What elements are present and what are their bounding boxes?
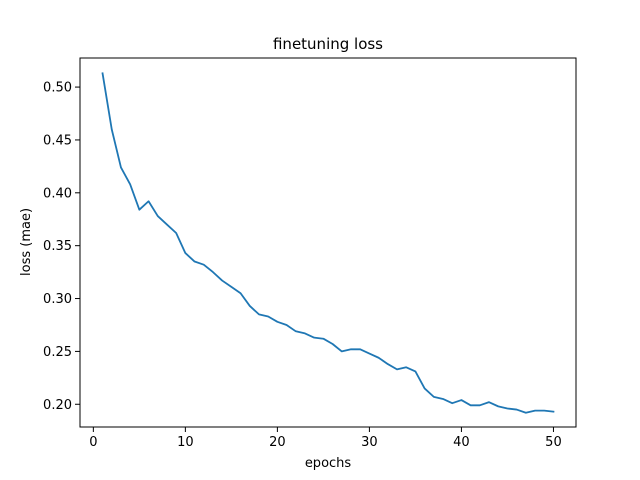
chart-title: finetuning loss — [273, 35, 383, 53]
y-axis-ticks: 0.20 0.25 0.30 0.35 0.40 0.45 0.50 — [43, 81, 80, 413]
x-axis-label: epochs — [305, 456, 352, 471]
y-tick-label: 0.40 — [43, 186, 72, 201]
x-tick-label: 40 — [453, 435, 470, 450]
y-tick-label: 0.30 — [43, 292, 72, 307]
plot-frame — [79, 57, 577, 428]
y-tick-label: 0.35 — [43, 239, 72, 254]
y-tick-label: 0.20 — [43, 398, 72, 413]
x-tick-label: 0 — [89, 435, 97, 450]
loss-line — [101, 72, 555, 414]
x-tick-label: 20 — [269, 435, 286, 450]
y-tick-label: 0.25 — [43, 345, 72, 360]
x-tick-label: 30 — [361, 435, 378, 450]
x-axis-ticks: 0 10 20 30 40 50 — [89, 427, 562, 450]
y-tick-label: 0.50 — [43, 81, 72, 96]
x-tick-label: 10 — [177, 435, 194, 450]
y-axis-label: loss (mae) — [19, 208, 34, 276]
x-tick-label: 50 — [545, 435, 562, 450]
y-tick-label: 0.45 — [43, 133, 72, 148]
